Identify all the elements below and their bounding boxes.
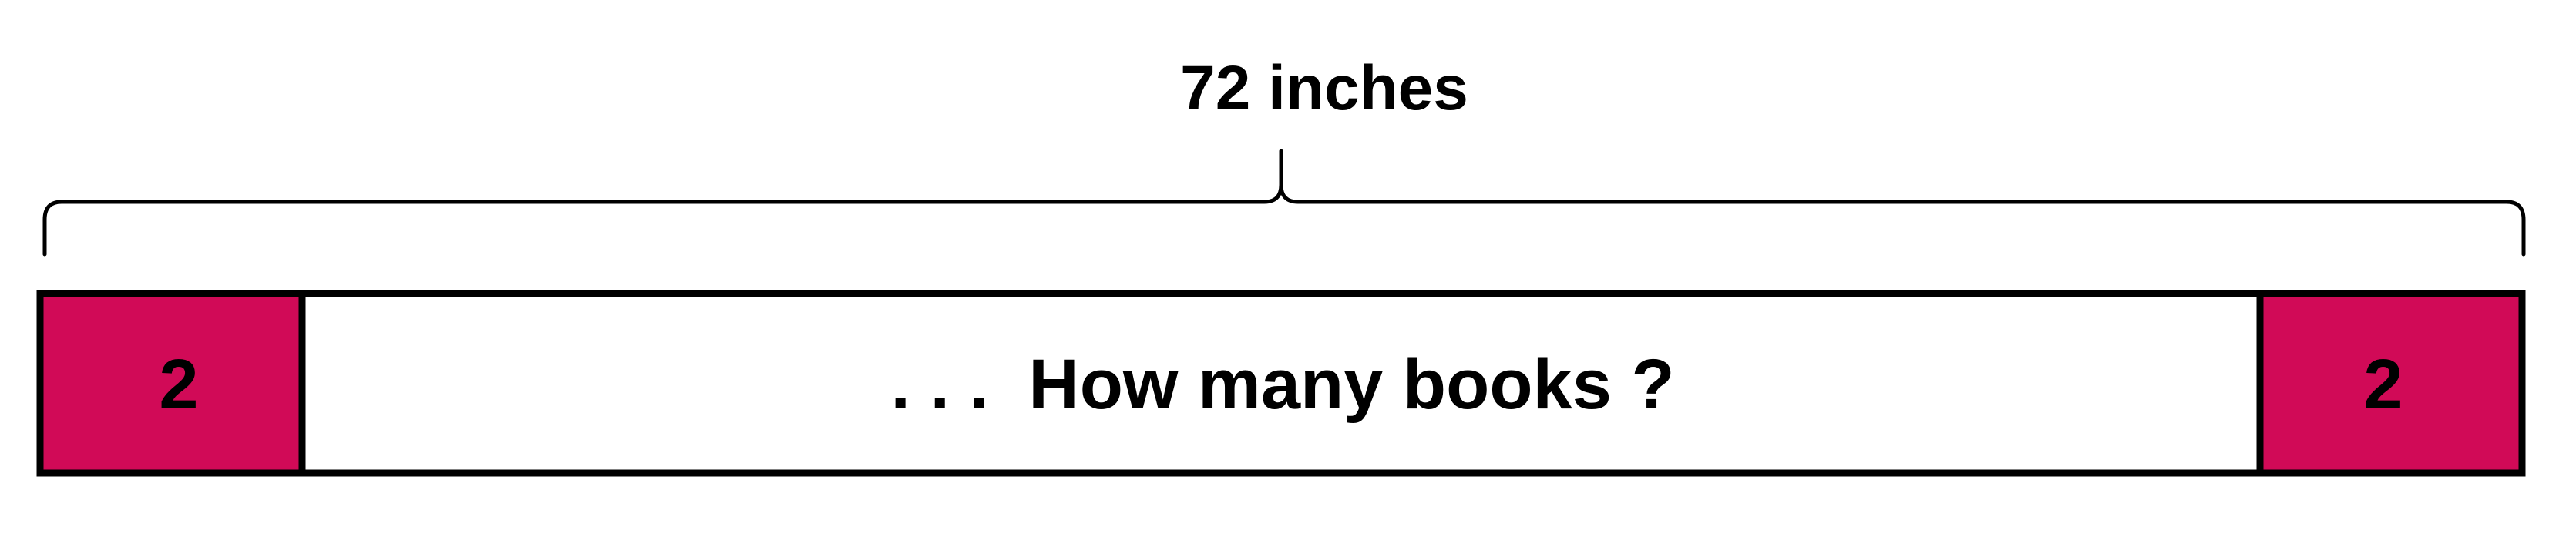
- measurement-label: 72 inches: [1180, 53, 1468, 123]
- strip-outline: [36, 290, 2526, 477]
- span-brace: [42, 149, 2526, 257]
- right-segment-value: 2: [2363, 345, 2403, 424]
- left-segment-value: 2: [159, 345, 198, 424]
- left-segment: [40, 294, 302, 473]
- middle-segment-question: . . . How many books ?: [890, 345, 1674, 424]
- middle-segment: [302, 294, 2260, 473]
- right-segment: [2260, 294, 2522, 473]
